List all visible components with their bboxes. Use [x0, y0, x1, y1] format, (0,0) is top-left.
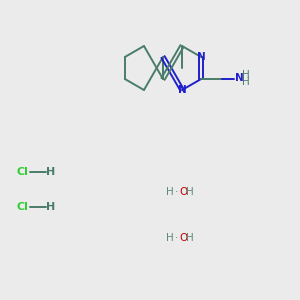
Text: H: H: [186, 233, 194, 243]
Text: N: N: [197, 52, 206, 62]
Text: H: H: [166, 187, 174, 197]
Text: H: H: [46, 202, 56, 212]
Text: Cl: Cl: [16, 167, 28, 177]
Text: O: O: [179, 187, 187, 197]
Text: H: H: [242, 70, 250, 80]
Text: H: H: [186, 187, 194, 197]
Text: H: H: [242, 77, 250, 87]
Text: H: H: [46, 167, 56, 177]
Text: N: N: [178, 85, 186, 95]
Text: H: H: [166, 233, 174, 243]
Text: ·: ·: [175, 233, 179, 243]
Text: N: N: [235, 73, 244, 83]
Text: Cl: Cl: [16, 202, 28, 212]
Text: O: O: [179, 233, 187, 243]
Text: ·: ·: [175, 187, 179, 197]
